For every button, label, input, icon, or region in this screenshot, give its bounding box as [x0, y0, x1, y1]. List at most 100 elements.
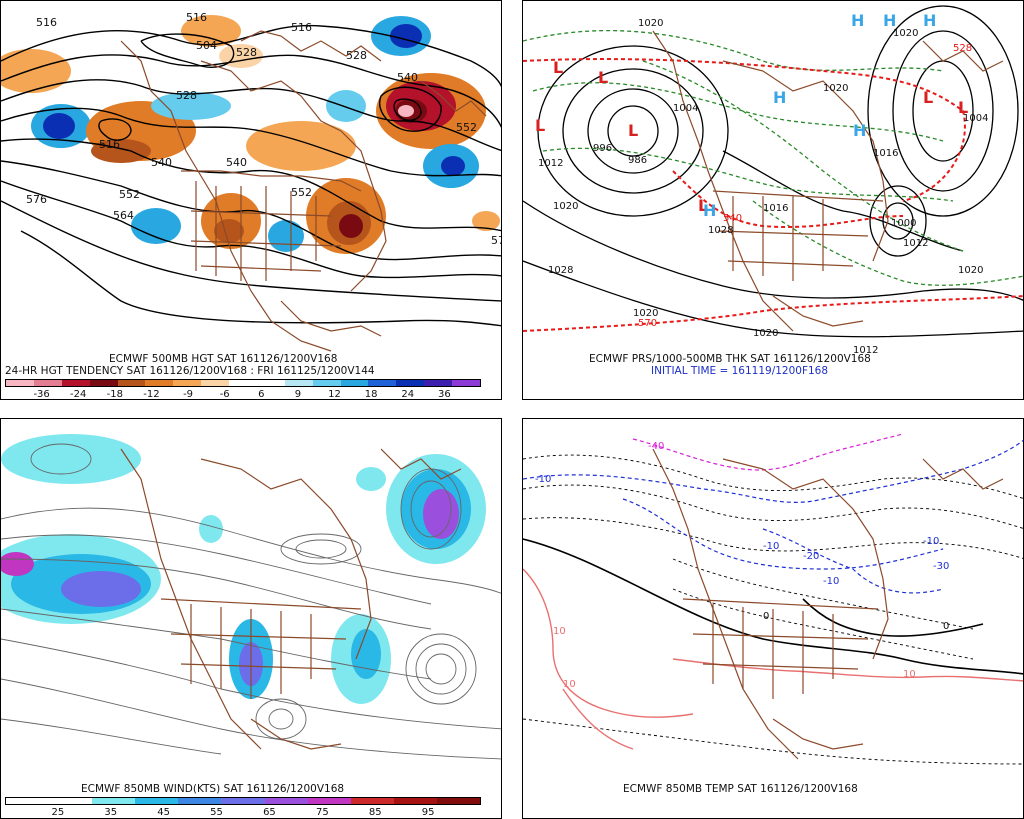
contour-label: 516 [186, 11, 207, 24]
low-symbol: L [958, 98, 968, 117]
colorbar-segment [307, 798, 351, 804]
colorbar-tick-label: 24 [401, 389, 415, 400]
isotherm-label: 10 [563, 679, 576, 690]
colorbar-tick-label: 6 [258, 389, 265, 400]
coastlines-borders [120, 30, 487, 352]
isotherm-label: -40 [648, 441, 664, 452]
high-symbol: H [703, 201, 716, 220]
contour-labels: 516 516 516 504 528 540 540 552 552 564 … [26, 11, 501, 247]
isobar-label: 1028 [548, 265, 573, 276]
contour-label: 516 [291, 21, 312, 34]
isotherm-label: -30 [933, 561, 949, 572]
colorbar-segment [6, 380, 34, 386]
high-symbol: H [883, 11, 896, 30]
isotherm-label: -10 [823, 576, 839, 587]
map-850mb-temp: -10 -10 -10 -10 -40 10 10 0 0 -30 -20 10 [523, 419, 1023, 775]
colorbar-tick-label: 9 [294, 389, 302, 400]
isotherm-zero [523, 538, 1023, 675]
coastlines-borders [652, 448, 1004, 760]
panel-caption-line-2: INITIAL TIME = 161119/1200F168 [651, 365, 829, 377]
colorbar-tick-label: 65 [263, 807, 276, 818]
colorbar-tick-label: 36 [438, 389, 451, 400]
map-500mb-height: 516 516 516 504 528 540 540 552 552 564 … [1, 1, 501, 353]
colorbar-tick-label: 55 [210, 807, 223, 818]
panel-caption-line-1: ECMWF 500MB HGT SAT 161126/1200V168 [109, 353, 338, 365]
colorbar-tick-label: -9 [183, 389, 194, 400]
colorbar-segment [145, 380, 174, 386]
isotherms-dashed [523, 454, 1023, 765]
high-symbol: H [923, 11, 936, 30]
colorbar-tick-label: -12 [143, 389, 160, 400]
isotherm-label: 0 [943, 621, 949, 632]
isobar-label: 1012 [538, 158, 563, 169]
low-symbol: L [698, 196, 708, 215]
contour-label: 516 [99, 138, 120, 151]
contour-label: 552 [291, 186, 312, 199]
contour-label: 528 [176, 89, 197, 102]
isobar-label: 1000 [891, 218, 916, 229]
colorbar-tick-label: 18 [364, 389, 378, 400]
isobar-label: 1012 [853, 345, 878, 356]
isobar-label: 1020 [958, 265, 983, 276]
contour-label: 504 [196, 39, 217, 52]
streamlines [1, 443, 501, 760]
isotherm-magenta [632, 433, 904, 471]
wind-speed-shading [1, 434, 486, 704]
colorbar-tick-label: 12 [328, 389, 341, 400]
colorbar-segment [424, 380, 452, 386]
panel-caption-line-1: ECMWF 850MB TEMP SAT 161126/1200V168 [623, 783, 858, 795]
isobar-label: 1012 [903, 238, 928, 249]
high-symbol: H [773, 88, 786, 107]
isobar-label: 1016 [873, 148, 898, 159]
isobar-label: 1020 [638, 18, 663, 29]
isotherm-label: -10 [923, 536, 939, 547]
isobar-label: 1020 [823, 83, 848, 94]
wind-colorbar-ticks: 25 35 45 55 65 75 85 95 [5, 807, 481, 818]
colorbar-segment [92, 798, 136, 804]
map-850mb-wind [1, 419, 501, 775]
isotherm-blue [523, 439, 1023, 594]
isobars [523, 5, 1023, 338]
colorbar-tick-label: 75 [315, 807, 329, 818]
contour-label: 564 [113, 209, 134, 222]
coastlines-borders [120, 448, 462, 750]
contour-label: 576 [26, 193, 47, 206]
wind-colorbar [5, 797, 481, 805]
coastlines-borders [652, 30, 1004, 332]
panel-850mb-wind: ECMWF 850MB WIND(KTS) SAT 161126/1200V16… [0, 418, 502, 819]
isotherm-label: 10 [553, 626, 566, 637]
colorbar-tick-label: 85 [368, 807, 382, 818]
colorbar-segment [350, 798, 394, 804]
colorbar-segment [452, 380, 480, 386]
isobar-label: 1004 [963, 113, 988, 124]
colorbar-segment [229, 380, 257, 386]
contour-label: 540 [397, 71, 418, 84]
isobar-label: 1016 [763, 203, 788, 214]
panel-850mb-temp: -10 -10 -10 -10 -40 10 10 0 0 -30 -20 10… [522, 418, 1024, 819]
colorbar-segment [135, 798, 179, 804]
colorbar-segment [368, 380, 397, 386]
colorbar-segment [61, 380, 90, 386]
isobar-label: 1004 [673, 103, 698, 114]
tendency-colorbar-ticks: -36 -24 -18 -12 -9 -6 6 9 12 18 24 36 [5, 389, 481, 400]
colorbar-segment [49, 798, 93, 804]
contour-label: 552 [456, 121, 477, 134]
contour-label: 516 [36, 16, 57, 29]
colorbar-segment [89, 380, 118, 386]
contour-label: 528 [346, 49, 367, 62]
isobar-label: 1020 [753, 328, 778, 339]
pressure-centers: L L L L L L L H H H H H H [535, 11, 968, 220]
low-symbol: L [553, 58, 563, 77]
colorbar-tick-label: -36 [33, 389, 50, 400]
panel-pressure-thickness: L L L L L L L H H H H H H 1020 1020 1020… [522, 0, 1024, 400]
colorbar-tick-label: 35 [104, 807, 118, 818]
height-contours [1, 24, 501, 327]
high-symbol: H [851, 11, 864, 30]
high-symbol: H [853, 121, 866, 140]
colorbar-segment [173, 380, 202, 386]
isobar-label: 1028 [708, 225, 733, 236]
colorbar-segment [256, 380, 285, 386]
contour-label: 528 [236, 46, 257, 59]
isobar-label: 996 [593, 143, 612, 154]
isotherm-label: -10 [535, 474, 551, 485]
